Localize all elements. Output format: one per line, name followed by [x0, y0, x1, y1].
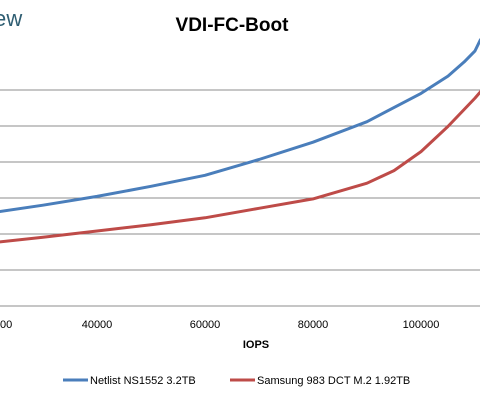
chart-title: VDI-FC-Boot — [176, 15, 290, 36]
x-tick-label: 80000 — [298, 319, 329, 331]
gridlines — [0, 89, 480, 307]
series-line-2 — [0, 89, 480, 244]
brand-logo-text: ew — [0, 6, 23, 31]
x-tick-label: 60000 — [190, 319, 221, 331]
series-line-1 — [0, 38, 480, 214]
legend-label-1: Netlist NS1552 3.2TB — [90, 375, 196, 387]
x-tick-label: 100000 — [403, 319, 440, 331]
x-tick-label: 40000 — [82, 319, 113, 331]
legend: Netlist NS1552 3.2TB Samsung 983 DCT M.2 … — [63, 375, 410, 387]
legend-label-2: Samsung 983 DCT M.2 1.92TB — [257, 375, 410, 387]
x-tick-label-partial: 00 — [0, 319, 12, 331]
series-lines — [0, 38, 480, 244]
x-axis-label: IOPS — [243, 339, 269, 351]
x-axis-ticks: 40000 60000 80000 100000 00 — [0, 319, 439, 331]
